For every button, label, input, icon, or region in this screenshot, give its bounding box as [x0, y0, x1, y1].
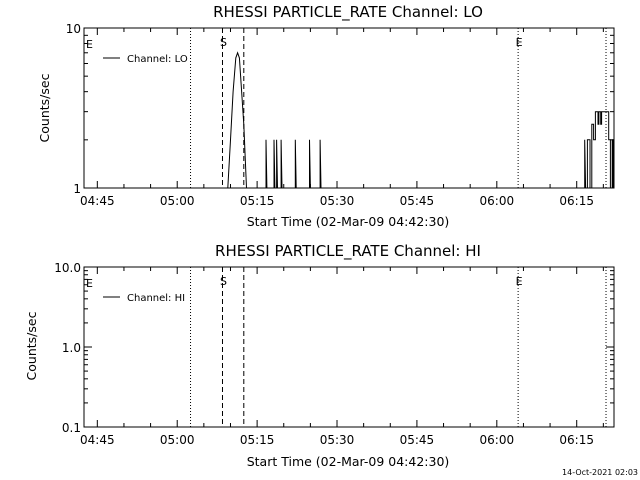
chart-lo-marker-label: S — [220, 36, 227, 49]
chart-hi-xtick-label: 05:30 — [320, 433, 355, 447]
chart-lo-xtick-label: 05:00 — [160, 194, 195, 208]
chart-lo-xtick-label: 04:45 — [80, 194, 115, 208]
chart-lo-ytick-label: 1 — [73, 182, 81, 196]
chart-lo-xtick-label: 06:00 — [480, 194, 515, 208]
chart-hi-xtick-label: 05:15 — [240, 433, 275, 447]
chart-lo-legend-label: Channel: LO — [127, 54, 188, 65]
chart-hi-xtick-label: 04:45 — [80, 433, 115, 447]
chart-hi-marker-label: E — [516, 275, 523, 288]
chart-lo-title: RHESSI PARTICLE_RATE Channel: LO — [213, 3, 483, 22]
chart-hi-plot-area: 04:45 05:00 05:15 05:30 05:45 06:00 06:15 0.1 1.… — [54, 261, 615, 447]
chart-hi-ylabel: Counts/sec — [24, 311, 39, 380]
chart-lo-xtick-label: 05:30 — [320, 194, 355, 208]
chart-hi-panel: RHESSI PARTICLE_RATE Channel: HI 04:45 05… — [24, 242, 615, 469]
chart-hi-xtick-label: 06:15 — [559, 433, 594, 447]
chart-lo-series-line — [227, 51, 614, 189]
footer-timestamp: 14-Oct-2021 02:03 — [562, 468, 638, 477]
chart-hi-ytick-label: 10.0 — [54, 261, 81, 275]
chart-hi-title: RHESSI PARTICLE_RATE Channel: HI — [215, 242, 481, 261]
chart-hi-xtick-label: 05:45 — [400, 433, 435, 447]
chart-lo-plot-area: 04:45 05:00 05:15 05:30 05:45 06:00 06:15 1 10 S E… — [66, 22, 615, 208]
chart-lo-xtick-label: 05:15 — [240, 194, 275, 208]
chart-lo-xlabel: Start Time (02-Mar-09 04:42:30) — [247, 214, 450, 229]
chart-hi-legend-label: Channel: HI — [127, 293, 185, 304]
chart-hi-xtick-label: 05:00 — [160, 433, 195, 447]
chart-hi-xlabel: Start Time (02-Mar-09 04:42:30) — [247, 454, 450, 469]
chart-hi-ytick-label: 0.1 — [62, 421, 81, 435]
chart-lo-ylabel: Counts/sec — [37, 73, 52, 142]
chart-hi-marker-label: S — [220, 275, 227, 288]
chart-lo-legend: Channel: LO — [103, 54, 188, 65]
chart-lo-xtick-label: 05:45 — [400, 194, 435, 208]
chart-lo-marker-label: E — [516, 36, 523, 49]
chart-lo-panel: RHESSI PARTICLE_RATE Channel: LO 04:45 05… — [37, 3, 615, 229]
chart-lo-ytick-label: 10 — [66, 22, 81, 36]
chart-lo-xtick-label: 06:15 — [559, 194, 594, 208]
chart-hi-legend: Channel: HI — [103, 293, 185, 304]
chart-hi-ytick-label: 1.0 — [62, 341, 81, 355]
chart-hi-xtick-label: 06:00 — [480, 433, 515, 447]
chart-lo-start-label: E — [86, 38, 93, 51]
chart-hi-start-label: E — [86, 277, 93, 290]
